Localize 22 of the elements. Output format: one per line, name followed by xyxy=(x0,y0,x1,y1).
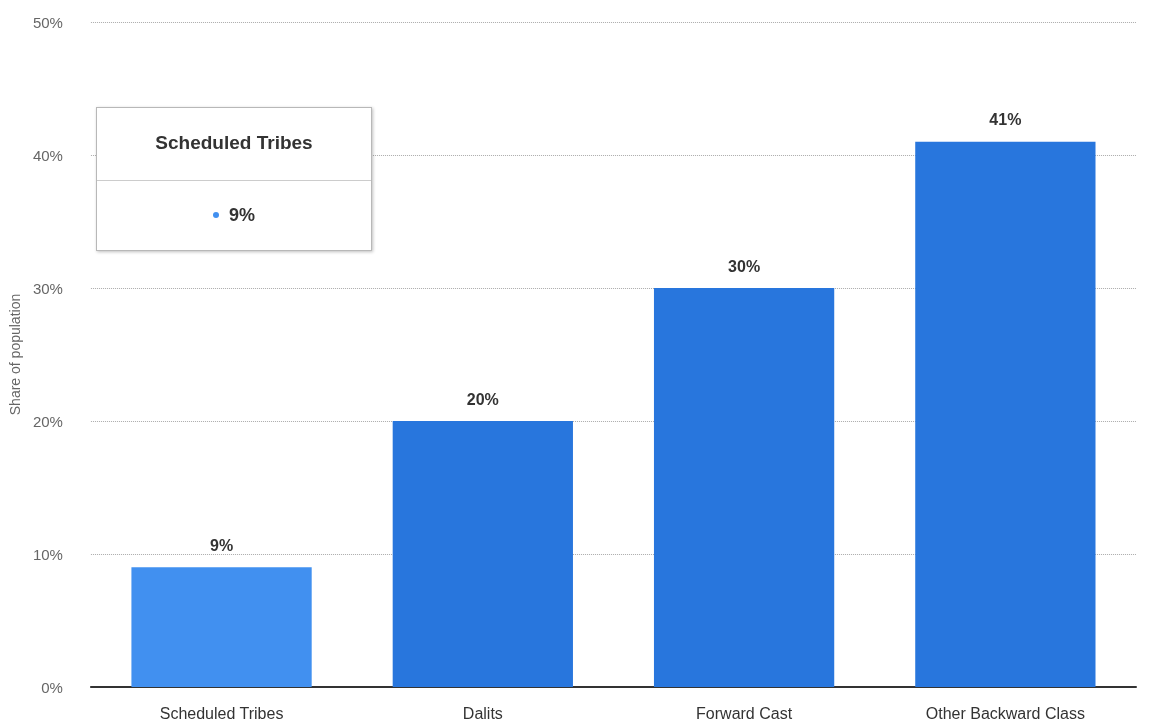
annotation: 9% xyxy=(228,203,256,227)
data-label: 41% xyxy=(989,111,1022,129)
bar xyxy=(392,421,573,687)
y-tick-label: 20% xyxy=(32,412,63,430)
data-label: 9% xyxy=(209,536,234,554)
annotation: Scheduled Tribes xyxy=(97,108,371,181)
x-tick-label: Forward Cast xyxy=(696,704,793,721)
y-tick-label: 0% xyxy=(41,678,63,696)
y-axis-title: Share of population xyxy=(7,293,23,416)
x-tick-label: Scheduled Tribes xyxy=(159,704,284,721)
y-tick-label: 40% xyxy=(32,146,63,164)
bar xyxy=(653,288,835,687)
y-tick-label: 50% xyxy=(32,13,63,31)
data-label: 30% xyxy=(728,257,761,275)
x-tick-label: Dalits xyxy=(462,704,503,721)
data-label: 20% xyxy=(466,390,499,408)
x-tick-label: Other Backward Class xyxy=(925,704,1085,721)
y-tick-label: 30% xyxy=(32,279,63,297)
bar xyxy=(131,567,312,687)
tooltip-box: Scheduled Tribes 9% xyxy=(96,107,372,251)
bar xyxy=(915,141,1096,687)
y-tick-label: 10% xyxy=(32,545,63,563)
